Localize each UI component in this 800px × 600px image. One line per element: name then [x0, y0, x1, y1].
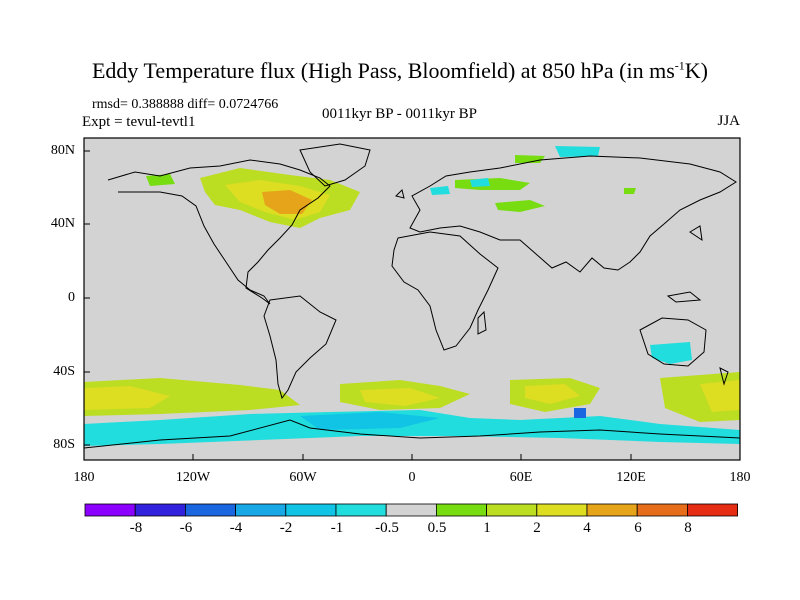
colorbar-label: 4 — [583, 520, 591, 536]
colorbar — [84, 503, 739, 517]
lon-label-180w: 180 — [73, 470, 95, 485]
colorbar-swatch — [235, 503, 287, 517]
lat-label-80n: 80N — [50, 143, 75, 158]
contour-antarctic-patch — [574, 408, 586, 418]
colorbar-swatch — [687, 503, 739, 517]
title-text: Eddy Temperature flux (High Pass, Bloomf… — [91, 58, 675, 83]
coast-new-zealand — [719, 367, 729, 386]
colorbar-swatch — [486, 503, 538, 517]
contour-so-band-1-mid — [84, 386, 170, 410]
colorbar-label: 1 — [483, 520, 491, 536]
contour-central-asia — [495, 200, 545, 212]
contour-antarctic-neg-strong — [300, 412, 440, 430]
colorbar-swatch — [536, 503, 588, 517]
coast-britain — [395, 189, 405, 199]
colorbar-label: -4 — [229, 520, 243, 536]
coast-eurasia — [409, 155, 737, 273]
flux-contours — [84, 146, 740, 446]
lon-label-60w: 60W — [289, 470, 317, 485]
stats-line: rmsd= 0.388888 diff= 0.0724766 — [92, 97, 279, 112]
contour-east-asia — [624, 188, 636, 194]
colorbar-swatch — [586, 503, 638, 517]
contour-scandinavia — [430, 186, 450, 195]
contour-so-band-2-mid — [360, 388, 440, 406]
colorbar-swatch — [84, 503, 136, 517]
contour-arctic-2 — [555, 146, 600, 157]
lon-label-180e: 180 — [729, 470, 751, 485]
colorbar-label: -2 — [279, 520, 293, 536]
contour-australia — [650, 342, 692, 364]
season-label: JJA — [717, 113, 740, 129]
colorbar-label: -6 — [179, 520, 193, 536]
coast-south-america — [263, 295, 337, 400]
coast-australia — [639, 317, 707, 367]
contour-so-band-3-mid — [525, 384, 580, 404]
colorbar-label: 2 — [533, 520, 541, 536]
colorbar-swatch — [435, 503, 487, 517]
lon-label-120e: 120E — [616, 470, 646, 485]
coast-africa — [391, 231, 499, 351]
coast-madagascar — [477, 310, 487, 335]
lat-label-40s: 40S — [53, 364, 75, 379]
coast-new-guinea — [666, 291, 702, 303]
title-superscript: -1 — [674, 58, 685, 73]
colorbar-label: -1 — [330, 520, 344, 536]
lat-label-80s: 80S — [53, 437, 75, 452]
colorbar-label: -8 — [129, 520, 143, 536]
lon-label-120w: 120W — [175, 470, 211, 485]
contour-north-america-high — [262, 190, 312, 214]
colorbar-swatch — [385, 503, 437, 517]
period-label: 0011kyr BP - 0011kyr BP — [322, 106, 478, 122]
coast-antarctica — [83, 419, 741, 449]
colorbar-swatch — [285, 503, 337, 517]
coastlines — [83, 143, 741, 449]
chart-title: Eddy Temperature flux (High Pass, Bloomf… — [0, 58, 800, 84]
colorbar-swatch — [184, 503, 236, 517]
coast-greenland — [299, 143, 371, 187]
title-unit-end: K) — [684, 58, 708, 83]
experiment-label: Expt = tevul-tevtl1 — [82, 114, 196, 130]
lat-label-0: 0 — [68, 290, 75, 305]
lon-label-0: 0 — [408, 470, 416, 485]
colorbar-swatch — [335, 503, 387, 517]
contour-europe-neg — [470, 178, 490, 187]
lon-label-60e: 60E — [509, 470, 533, 485]
colorbar-label: 8 — [684, 520, 692, 536]
axis-ticks — [84, 150, 632, 460]
lat-label-40n: 40N — [50, 216, 75, 231]
colorbar-swatch — [134, 503, 186, 517]
colorbar-swatch — [636, 503, 688, 517]
colorbar-label: 6 — [634, 520, 642, 536]
coast-north-america — [107, 159, 331, 305]
colorbar-label: 0.5 — [427, 520, 447, 536]
contour-alaska — [146, 174, 175, 186]
contour-so-band-4-mid — [700, 380, 740, 412]
colorbar-label: -0.5 — [375, 520, 399, 536]
coast-japan — [689, 225, 703, 242]
contour-antarctic-neg — [84, 410, 740, 446]
